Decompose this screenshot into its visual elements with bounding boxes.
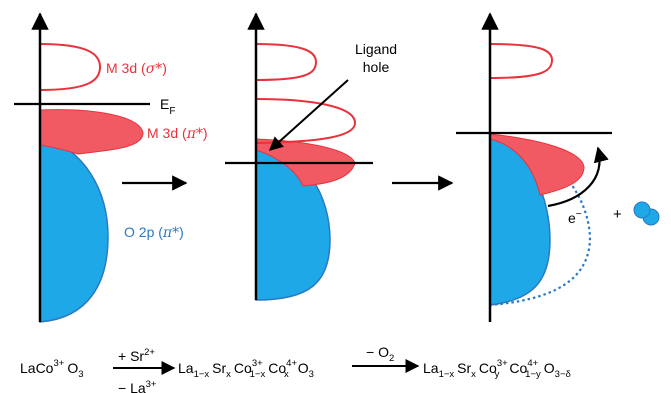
m3d-sigma-label: M 3d (σ*) (106, 60, 167, 77)
m3d-sigma-band-1 (39, 43, 102, 91)
reaction-arrow-1-top: + Sr2+ (118, 347, 155, 364)
plus-sign: + (613, 206, 622, 223)
m3d-pi-label: M 3d (π*) (147, 125, 208, 142)
reaction-arrow-1-bottom: − La3+ (118, 379, 157, 393)
panel-3 (456, 12, 612, 322)
ligand-hole-label: Ligand hole (355, 41, 397, 75)
ligand-hole-pointer (268, 79, 349, 151)
intermediate-formula: La1−x Srx Co3+ 1−x Co4+ x O3 (178, 358, 314, 380)
electron-label: e− (568, 209, 582, 226)
o2p-removed-outline-3 (489, 135, 592, 307)
m3d-pi-band-1 (39, 109, 144, 155)
oxygen-molecule-icon (633, 201, 660, 226)
reaction-arrow-2-top: − O2 (366, 344, 394, 364)
o2p-band-1 (39, 133, 109, 323)
o2p-pi-label: O 2p (π*) (124, 224, 184, 241)
m3d-pi-outline-2 (255, 98, 357, 144)
m3d-sigma-band-2 (255, 43, 318, 81)
chemical-equation: LaCo3+ O3 + Sr2+ − La3+ La1−x Srx Co3+ 1−x Co… (20, 344, 571, 393)
m3d-pi-band-3 (489, 133, 585, 196)
fermi-level-label: EF (160, 96, 175, 117)
product-formula: La1−x Srx Co3+ y Co4+ 1−y O3−δ (423, 358, 571, 380)
reactant-formula: LaCo3+ O3 (20, 358, 84, 380)
panel-1 (14, 12, 150, 323)
electron-excitation-arrow (547, 146, 609, 208)
m3d-sigma-band-3 (489, 43, 554, 79)
panel-2 (225, 12, 373, 301)
